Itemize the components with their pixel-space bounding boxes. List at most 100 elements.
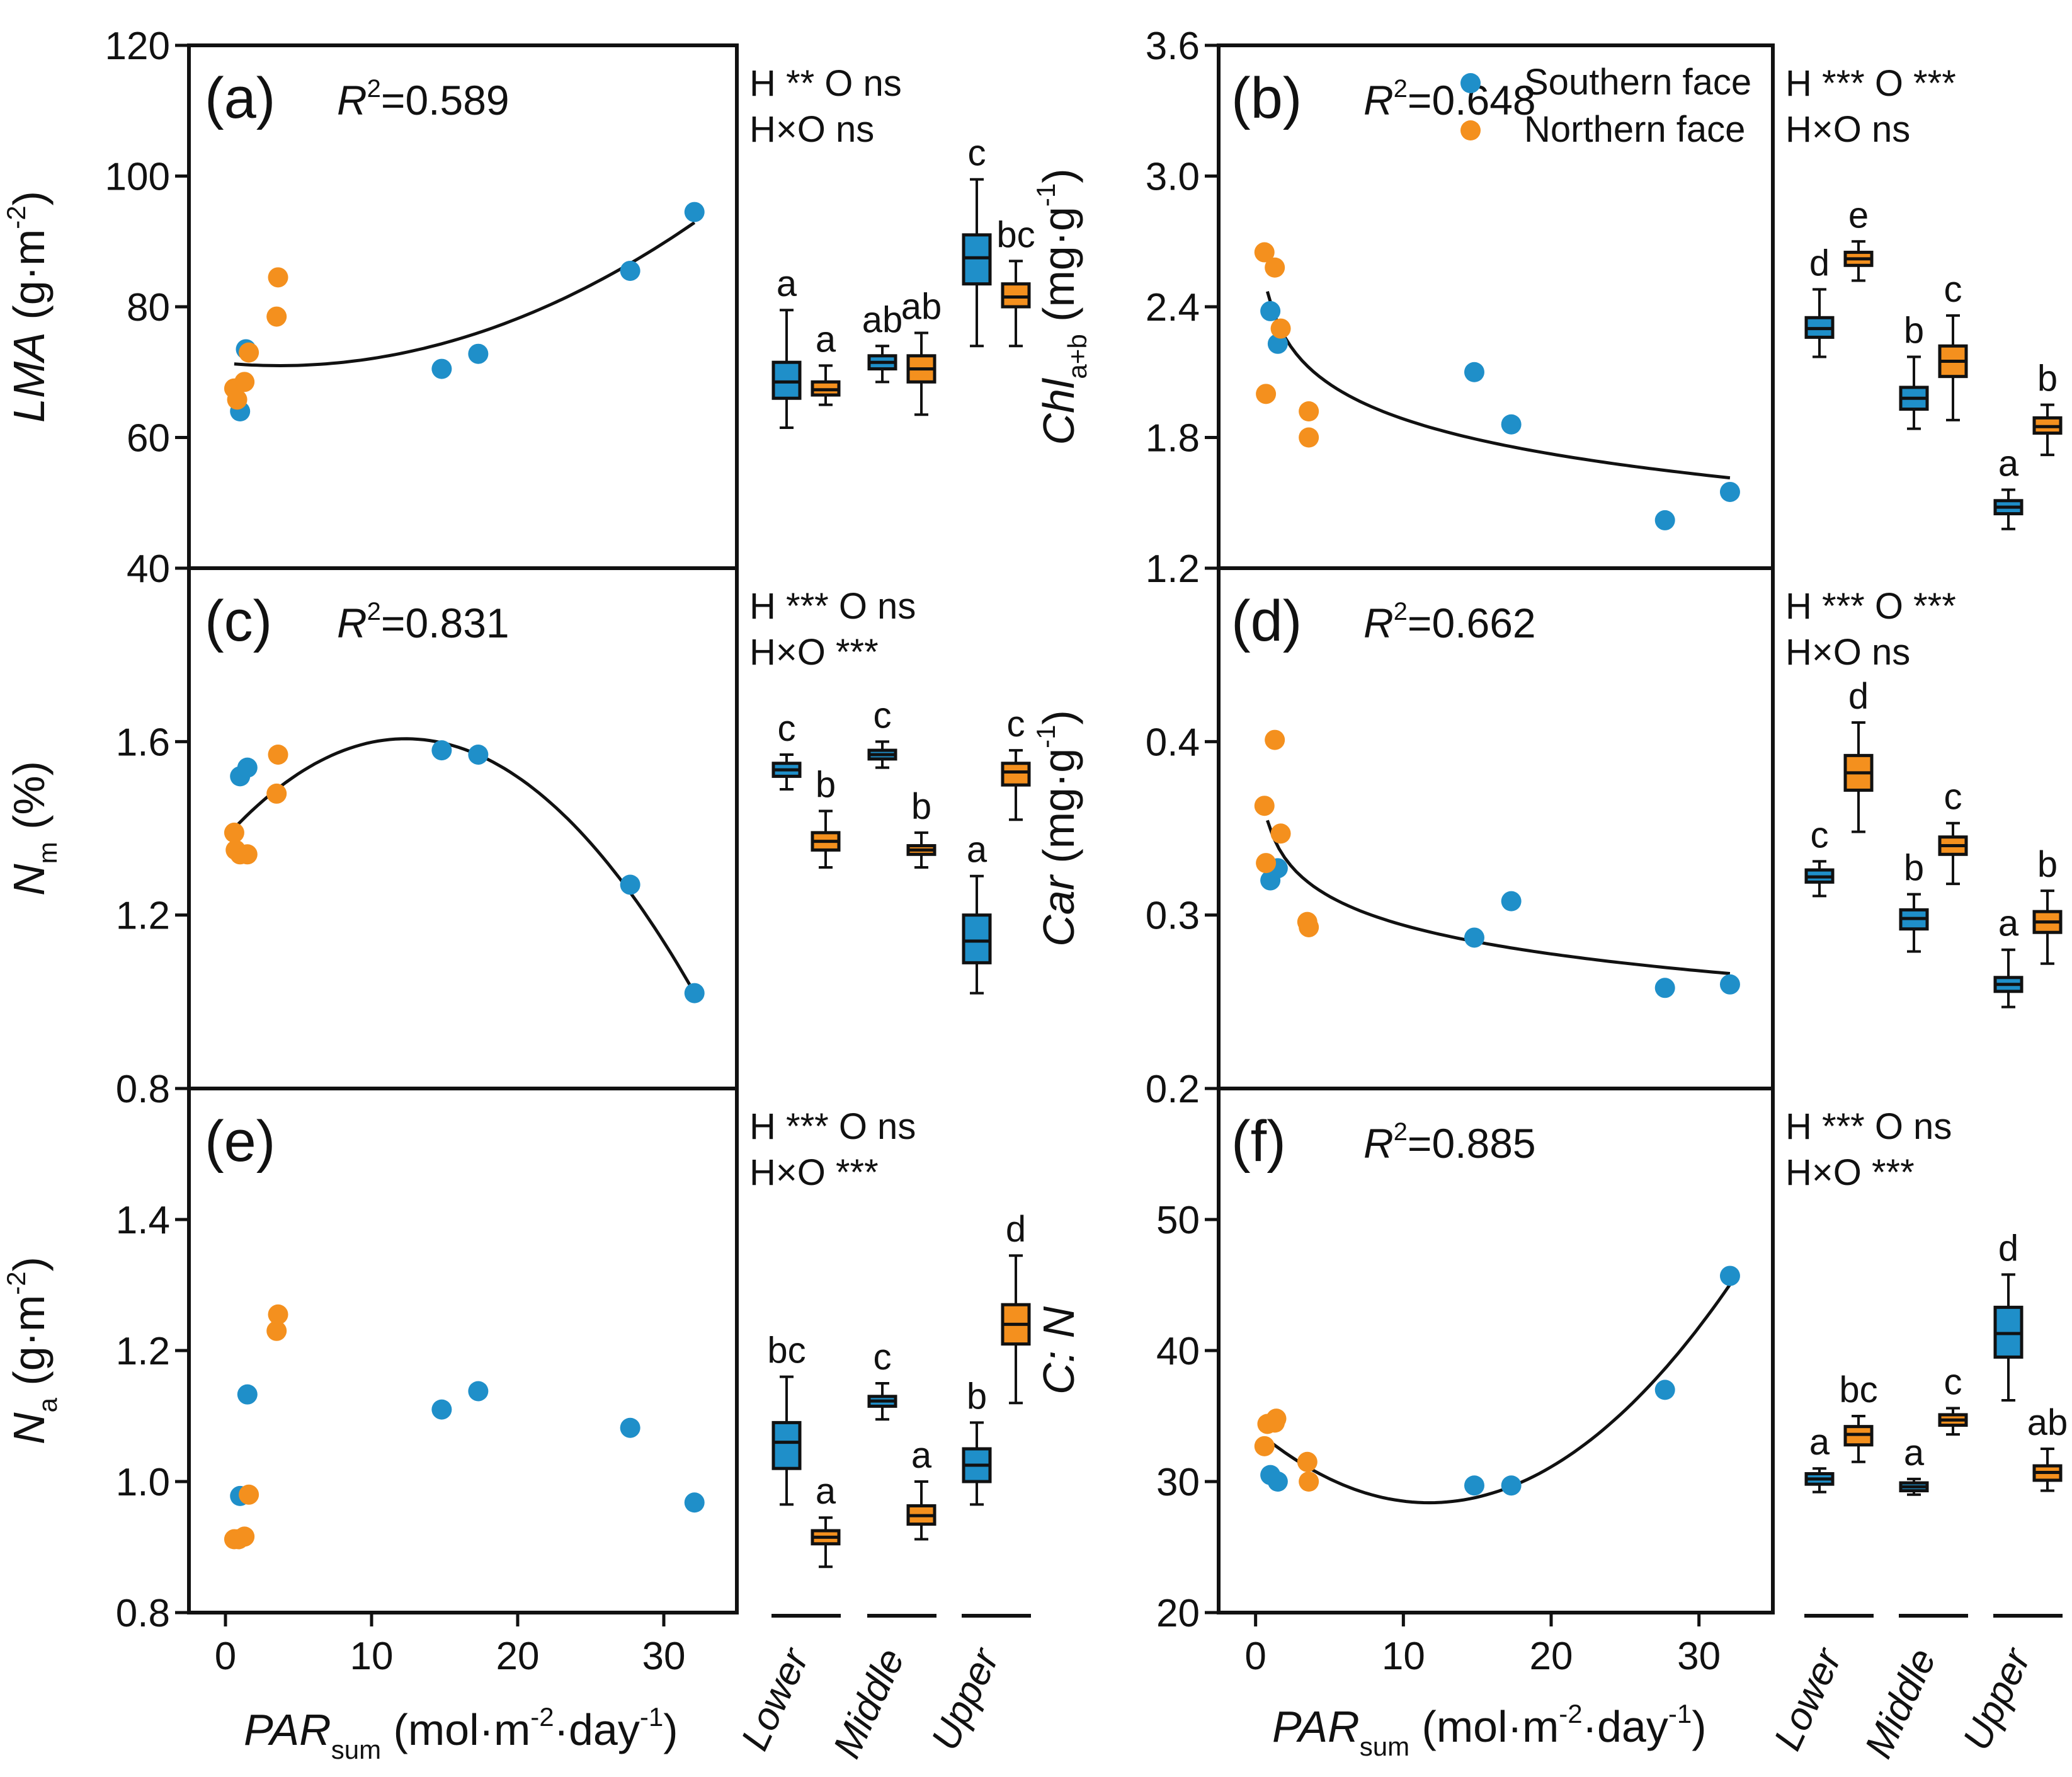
x-title-main: PAR bbox=[1272, 1702, 1360, 1751]
y-title-main: N bbox=[4, 1412, 54, 1444]
panel-label: (b) bbox=[1231, 66, 1302, 130]
legend-northern-marker bbox=[1460, 120, 1481, 140]
r-squared-label: R2=0.885 bbox=[1363, 1118, 1536, 1167]
point-southern bbox=[431, 1399, 452, 1420]
x-title-sub: sum bbox=[331, 1735, 381, 1764]
panel-a: 40 60 80 100 120 LMA (g·m-2) (a) R2=0.589 H ** O… bbox=[1, 25, 1035, 591]
point-southern bbox=[684, 983, 705, 1003]
y-tick-label: 20 bbox=[1156, 1592, 1200, 1635]
point-southern bbox=[1501, 414, 1522, 435]
y-title-main: N bbox=[4, 864, 54, 896]
box-letter: c bbox=[968, 133, 986, 174]
point-southern bbox=[684, 202, 705, 222]
box-letter: c bbox=[1944, 269, 1962, 310]
y-tick-label: 1.4 bbox=[116, 1199, 170, 1242]
panel-label: (c) bbox=[205, 589, 272, 653]
point-northern bbox=[1265, 257, 1285, 278]
point-southern bbox=[468, 343, 489, 364]
x-tick-label: 30 bbox=[1677, 1635, 1721, 1678]
point-southern bbox=[620, 260, 640, 281]
y-title-sub: a+b bbox=[1062, 334, 1092, 379]
point-northern bbox=[234, 1526, 255, 1547]
point-northern bbox=[1299, 1471, 1319, 1492]
point-northern bbox=[1270, 318, 1291, 339]
point-southern bbox=[1260, 300, 1281, 321]
point-northern bbox=[1299, 427, 1319, 448]
box-letter: e bbox=[1848, 195, 1869, 236]
point-southern bbox=[1501, 1475, 1522, 1496]
y-tick-label: 1.0 bbox=[116, 1461, 170, 1504]
y-tick-label: 80 bbox=[127, 286, 170, 329]
panel-e: 0.81.01.21.4Na (g·m-2)(e) H *** O nsH×O *… bbox=[1, 1087, 1031, 1764]
panel-label: (d) bbox=[1231, 589, 1302, 653]
y-tick-label: 50 bbox=[1156, 1199, 1200, 1242]
r-squared-label: R2=0.662 bbox=[1363, 598, 1536, 646]
x-title-exp2: -1 bbox=[1668, 1699, 1692, 1728]
box-letter: c bbox=[1007, 704, 1025, 745]
box-letter: a bbox=[1998, 903, 2019, 944]
point-southern bbox=[1654, 1380, 1675, 1400]
stats-line-1: H *** O ns bbox=[1785, 1106, 1952, 1147]
y-title-main: C: N bbox=[1034, 1306, 1083, 1395]
group-label-middle: Middle bbox=[1857, 1642, 1945, 1765]
point-northern bbox=[1265, 1412, 1285, 1433]
y-tick-label: 0.4 bbox=[1146, 721, 1200, 764]
r2-letter: R bbox=[337, 77, 367, 123]
r2-letter: R bbox=[1363, 1120, 1394, 1167]
point-southern bbox=[1267, 1471, 1288, 1492]
r2-exp: 2 bbox=[1394, 75, 1408, 103]
point-northern bbox=[1256, 384, 1277, 404]
box-letter: c bbox=[778, 708, 796, 749]
point-southern bbox=[1719, 1266, 1740, 1286]
point-southern bbox=[1267, 333, 1288, 354]
panel-c: 0.8 1.2 1.6 Nm (%) (c) R2=0.831 H *** O ns H×O … bbox=[4, 566, 1031, 1111]
group-label-lower: Lower bbox=[1766, 1641, 1851, 1757]
y-title-unit: (%) bbox=[4, 761, 54, 842]
point-southern bbox=[1719, 481, 1740, 502]
r-squared-label: R2=0.648 bbox=[1363, 75, 1536, 123]
stats-line-1: H *** O ns bbox=[749, 586, 916, 627]
y-axis-title: C: N bbox=[1034, 1306, 1083, 1395]
y-tick-label: 1.2 bbox=[116, 1330, 170, 1373]
r2-exp: 2 bbox=[1394, 598, 1408, 626]
r-squared-label: R2=0.831 bbox=[337, 598, 509, 646]
x-title-exp2: -1 bbox=[640, 1702, 663, 1732]
y-tick-label: 0.2 bbox=[1146, 1068, 1200, 1111]
y-tick-label: 0.3 bbox=[1146, 894, 1200, 938]
point-southern bbox=[684, 1492, 705, 1513]
point-northern bbox=[237, 844, 258, 865]
x-tick-label: 10 bbox=[1382, 1635, 1425, 1678]
x-tick-label: 0 bbox=[1244, 1635, 1266, 1678]
legend: Southern face Northern face bbox=[1460, 62, 1751, 150]
point-southern bbox=[1464, 1475, 1484, 1496]
box-letter: b bbox=[816, 764, 836, 805]
point-northern bbox=[1297, 1451, 1318, 1472]
stats-line-1: H ** O ns bbox=[749, 63, 902, 104]
y-title-unit: (mg·g bbox=[1034, 207, 1083, 334]
x-title-unit: (mol·m bbox=[1409, 1702, 1559, 1751]
y-title-unit: (g·m bbox=[4, 1295, 54, 1398]
r2-value: =0.662 bbox=[1408, 600, 1536, 646]
box-letter: b bbox=[2037, 358, 2058, 399]
y-axis-title: Chla+b (mg·g-1) bbox=[1031, 168, 1092, 445]
point-northern bbox=[1270, 823, 1291, 844]
y-title-close: ) bbox=[4, 191, 54, 205]
box-letter: c bbox=[874, 1337, 892, 1378]
box-letter: ab bbox=[2027, 1402, 2068, 1443]
point-southern bbox=[431, 358, 452, 379]
box-letter: a bbox=[911, 1435, 932, 1476]
y-title-exp: -1 bbox=[1031, 724, 1061, 748]
legend-southern-label: Southern face bbox=[1524, 62, 1751, 103]
point-southern bbox=[468, 1381, 489, 1402]
stats-line-1: H *** O *** bbox=[1785, 586, 1956, 627]
box-northern bbox=[1001, 762, 1031, 787]
point-southern bbox=[1501, 891, 1522, 911]
x-title-close: ) bbox=[663, 1705, 678, 1754]
r2-letter: R bbox=[1363, 600, 1394, 646]
x-axis-title-right: PARsum (mol·m-2·day-1) bbox=[1272, 1699, 1707, 1761]
y-tick-label: 40 bbox=[127, 547, 170, 591]
y-tick-label: 1.2 bbox=[1146, 547, 1200, 591]
x-title-main: PAR bbox=[244, 1705, 331, 1754]
group-label-lower: Lower bbox=[733, 1641, 818, 1757]
